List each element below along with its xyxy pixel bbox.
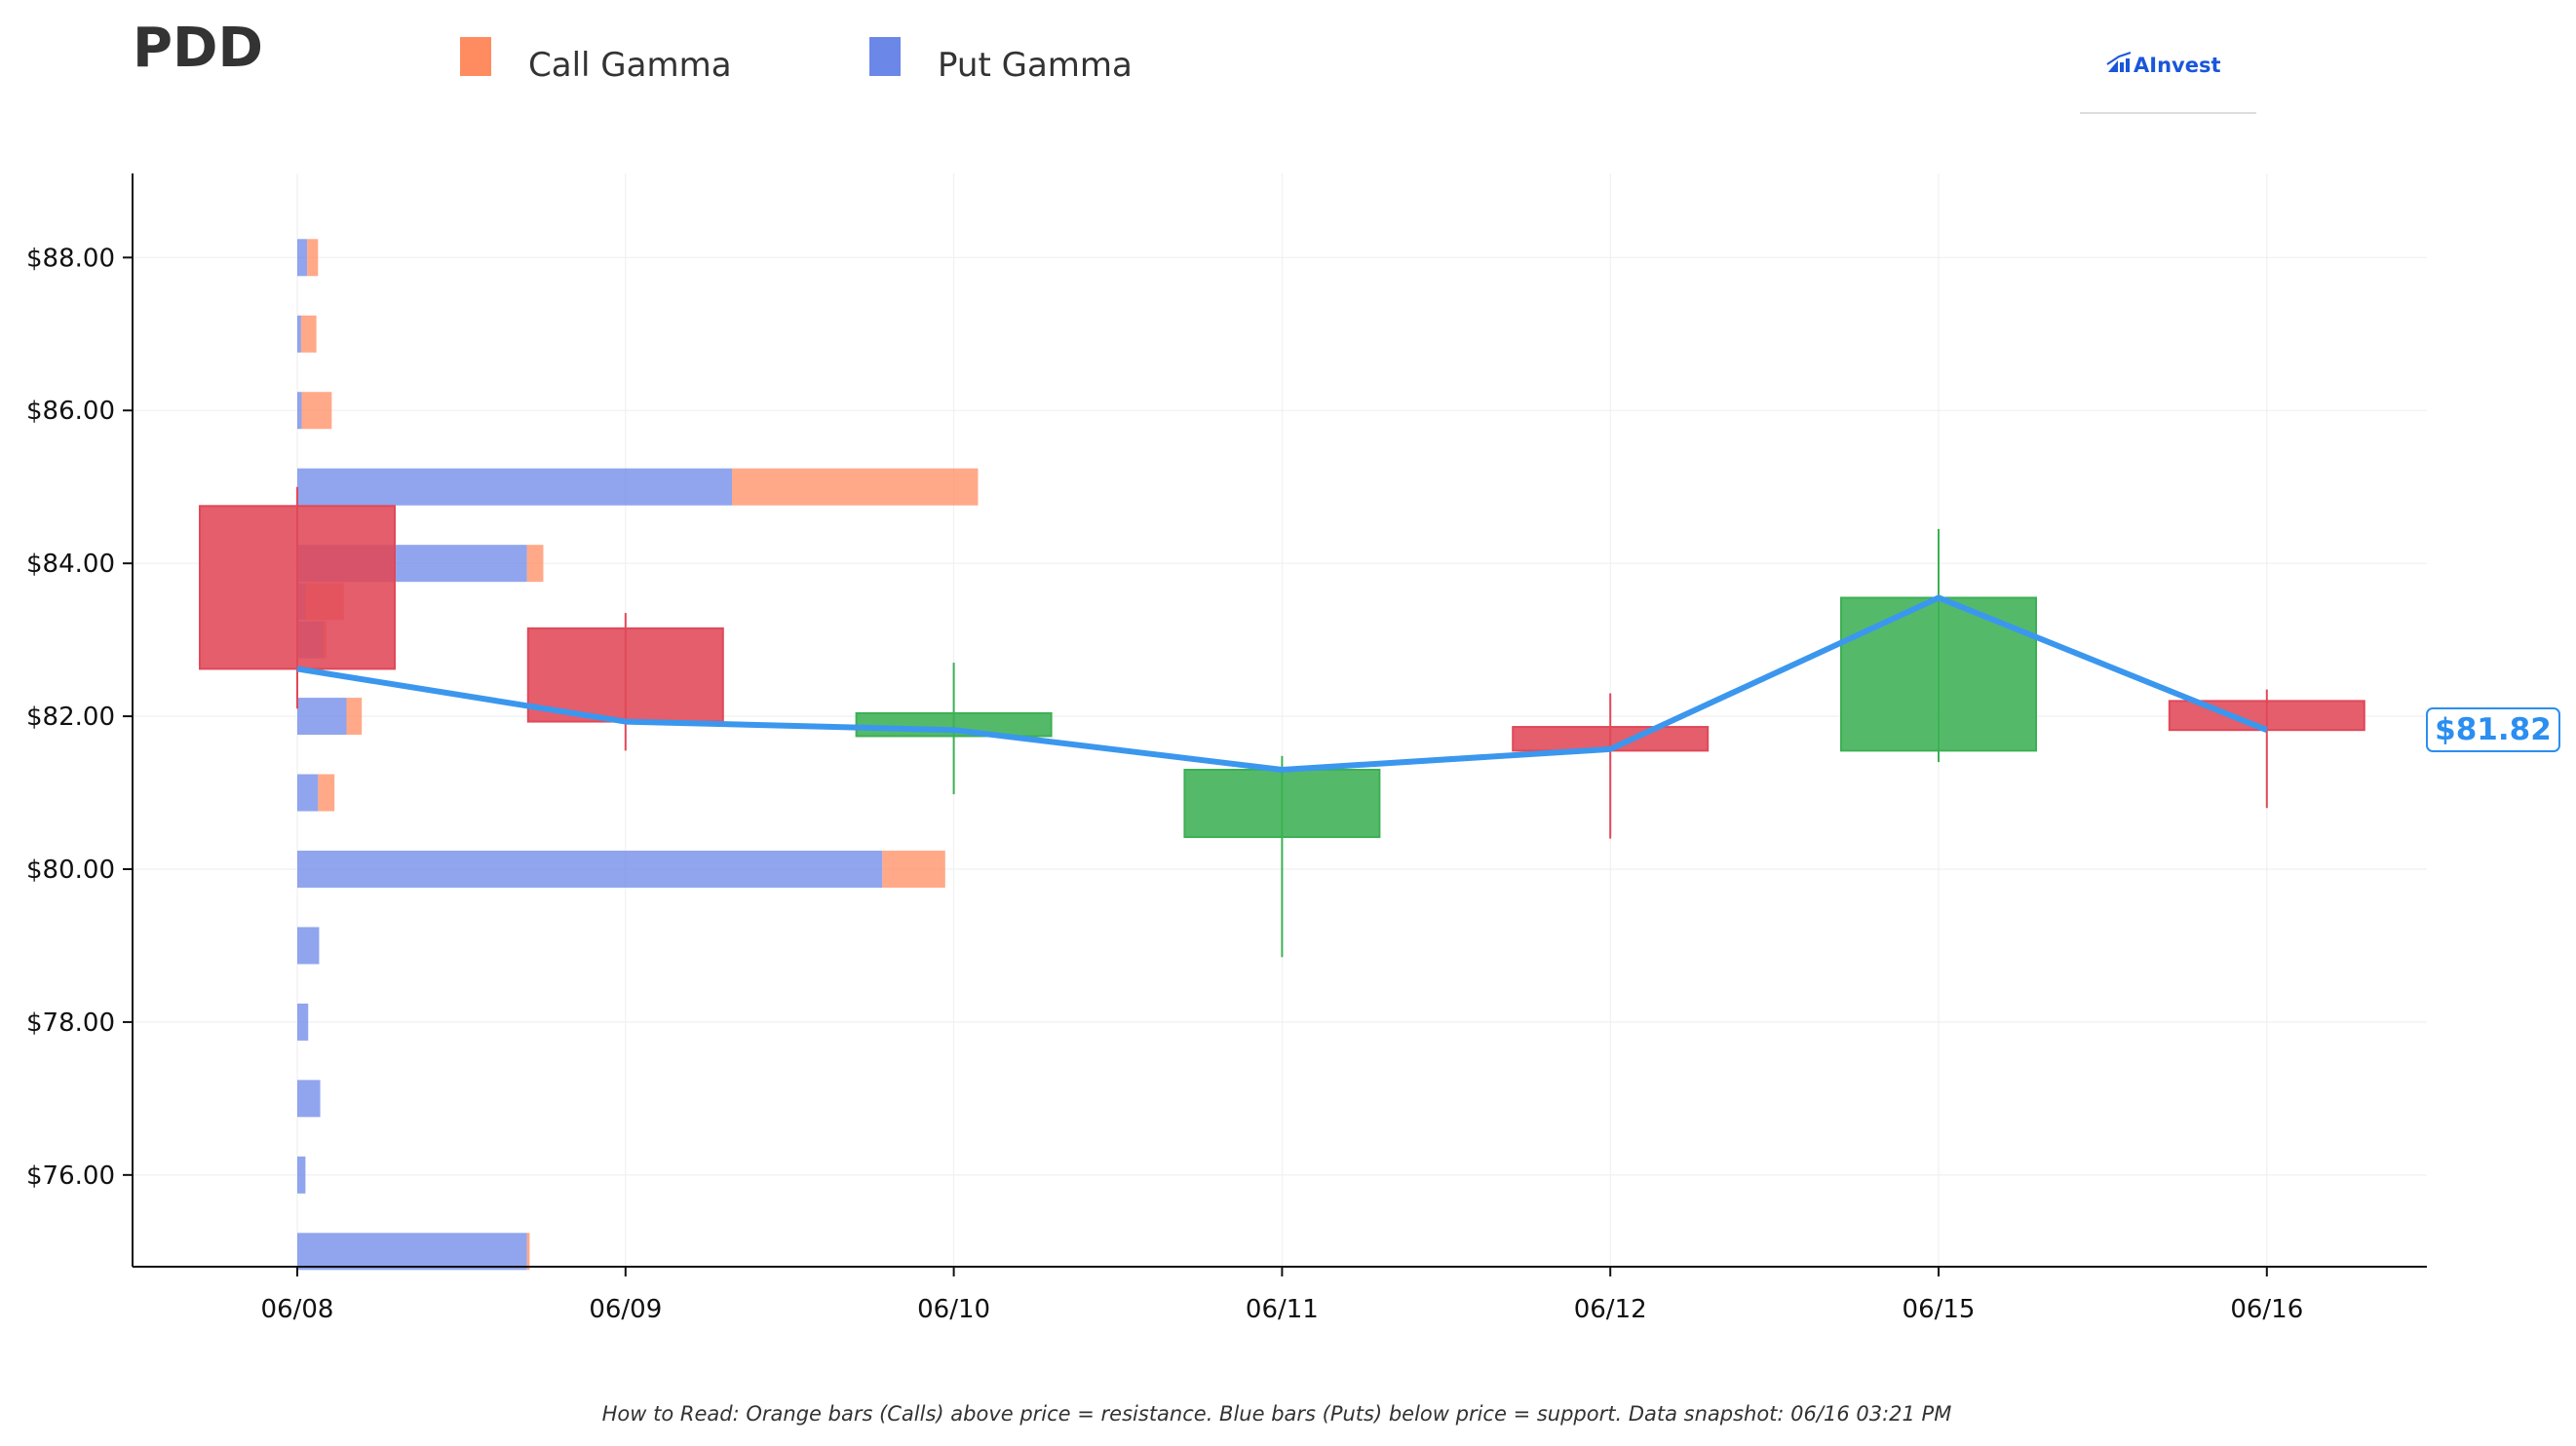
current-price-marker: $81.82 xyxy=(2426,707,2560,752)
x-tick-label: 06/11 xyxy=(1246,1295,1319,1324)
x-tick-label: 06/09 xyxy=(589,1295,662,1324)
candle-body xyxy=(1512,726,1710,752)
call-gamma-bar xyxy=(526,545,544,583)
x-tick-label: 06/08 xyxy=(261,1295,334,1324)
put-gamma-bar xyxy=(297,698,347,736)
x-tick-label: 06/10 xyxy=(917,1295,990,1324)
x-tick-label: 06/12 xyxy=(1574,1295,1647,1324)
put-gamma-bar xyxy=(297,1233,527,1271)
x-tick-label: 06/16 xyxy=(2230,1295,2303,1324)
put-gamma-bar xyxy=(297,774,319,812)
legend-swatch-call-gamma xyxy=(460,37,491,76)
y-tick-label: $84.00 xyxy=(26,550,115,579)
y-tick-label: $78.00 xyxy=(26,1008,115,1038)
current-price-label: $81.82 xyxy=(2435,712,2552,747)
put-gamma-bar xyxy=(297,1003,309,1041)
y-tick-label: $82.00 xyxy=(26,703,115,732)
chart-title: PDD xyxy=(133,17,263,80)
y-tick-label: $88.00 xyxy=(26,244,115,273)
call-gamma-bar xyxy=(526,1233,530,1271)
legend-label-call-gamma: Call Gamma xyxy=(528,46,732,85)
footnote: How to Read: Orange bars (Calls) above p… xyxy=(602,1402,1952,1426)
candle-body xyxy=(2168,700,2365,732)
y-tick-label: $76.00 xyxy=(26,1161,115,1191)
call-gamma-bar xyxy=(318,774,335,812)
legend-swatch-put-gamma xyxy=(869,37,901,76)
call-gamma-bar xyxy=(346,698,363,736)
put-gamma-bar xyxy=(297,1080,321,1118)
current-price-box xyxy=(2426,707,2560,752)
put-gamma-bar xyxy=(297,851,883,888)
call-gamma-bar xyxy=(300,315,317,353)
put-gamma-bar xyxy=(297,468,732,506)
call-gamma-bar xyxy=(882,851,945,888)
candle-body xyxy=(199,505,396,670)
put-gamma-bar xyxy=(297,927,320,965)
x-tick-label: 06/15 xyxy=(1903,1295,1976,1324)
candle-body xyxy=(526,627,724,723)
call-gamma-bar xyxy=(307,239,319,277)
call-gamma-bar xyxy=(731,468,979,506)
put-gamma-bar xyxy=(297,392,302,430)
close-price-line xyxy=(296,594,2268,773)
y-tick-label: $86.00 xyxy=(26,397,115,426)
logo-chart-icon xyxy=(2106,52,2132,72)
legend-label-put-gamma: Put Gamma xyxy=(938,46,1133,85)
legend: Call Gamma Put Gamma xyxy=(460,37,1133,85)
call-gamma-bar xyxy=(301,392,332,430)
put-gamma-bar xyxy=(297,1156,306,1194)
y-tick-label: $80.00 xyxy=(26,856,115,885)
brand-name: AInvest xyxy=(2134,54,2221,77)
grid xyxy=(133,173,2427,1267)
put-gamma-bar xyxy=(297,239,308,277)
candle-body xyxy=(1183,769,1381,839)
axes: $76.00 $78.00 $80.00 $82.00 $84.00 $86.00 $88.… xyxy=(26,173,2427,1324)
candle-body xyxy=(1840,596,2037,752)
ainvest-logo: AInvest xyxy=(2080,52,2256,114)
gamma-bars xyxy=(297,239,979,1271)
close-line xyxy=(296,594,2268,773)
put-gamma-bar xyxy=(297,315,301,353)
